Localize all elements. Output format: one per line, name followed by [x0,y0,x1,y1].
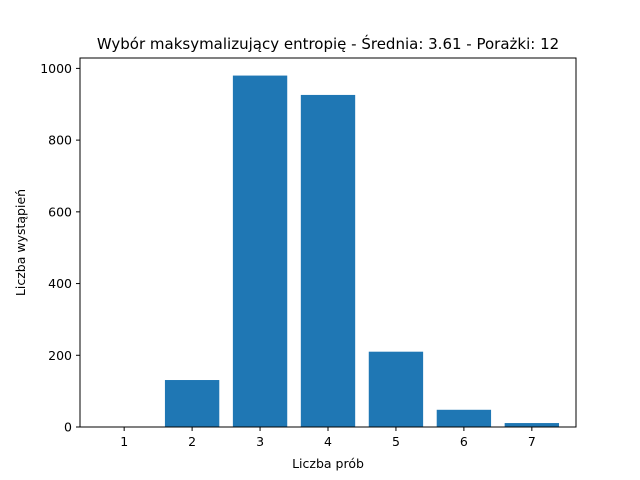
y-tick-label: 600 [48,204,72,219]
x-tick-label: 7 [528,434,536,449]
bar-2 [164,380,220,427]
x-tick-label: 5 [392,434,400,449]
bars-group [164,75,560,428]
bar-4 [300,94,356,428]
chart-title: Wybór maksymalizujący entropię - Średnia… [97,34,559,53]
y-axis-ticks: 0 200 400 600 800 1000 [40,61,80,435]
y-tick-label: 1000 [40,61,72,76]
y-tick-label: 400 [48,276,72,291]
y-tick-label: 800 [48,133,72,148]
y-axis-label: Liczba wystąpień [13,189,28,296]
y-tick-label: 0 [64,420,72,435]
bar-6 [436,409,492,427]
x-tick-label: 1 [120,434,128,449]
x-tick-label: 3 [256,434,264,449]
bar-3 [232,75,288,428]
bar-7 [504,423,560,427]
bar-5 [368,351,424,427]
x-tick-label: 6 [460,434,468,449]
x-axis-ticks: 1 2 3 4 5 6 7 [120,427,536,449]
x-tick-label: 4 [324,434,332,449]
x-tick-label: 2 [188,434,196,449]
y-tick-label: 200 [48,348,72,363]
x-axis-label: Liczba prób [292,456,364,471]
